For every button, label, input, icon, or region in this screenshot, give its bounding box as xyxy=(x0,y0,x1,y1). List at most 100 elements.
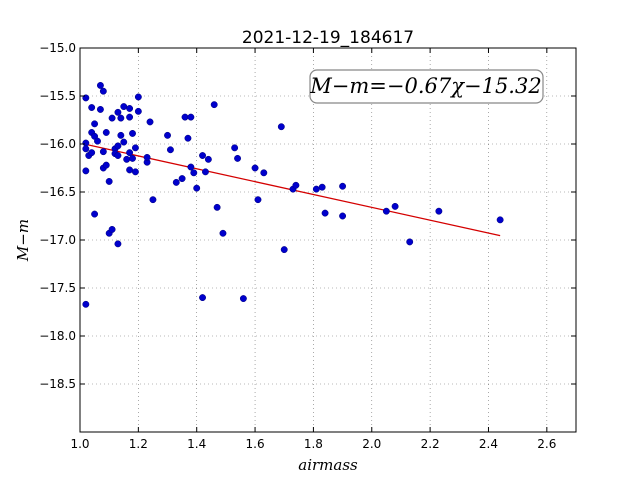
x-tick-label: 1.8 xyxy=(304,437,323,451)
annotation-box xyxy=(309,69,544,104)
data-point xyxy=(172,178,180,186)
data-point xyxy=(219,229,227,237)
x-tick-label: 2.4 xyxy=(479,437,498,451)
annotation-text: M−m=−0.67χ−15.32 xyxy=(309,74,541,98)
data-point xyxy=(187,163,195,171)
data-point xyxy=(120,103,128,111)
data-point xyxy=(126,105,134,112)
data-point xyxy=(99,148,107,156)
data-point xyxy=(114,152,122,159)
data-point xyxy=(234,154,242,162)
data-point xyxy=(88,104,96,111)
data-point xyxy=(496,216,504,224)
data-point xyxy=(126,166,134,174)
data-point xyxy=(96,105,104,113)
data-point xyxy=(339,212,347,220)
data-point xyxy=(199,152,206,159)
y-tick-label: −18.0 xyxy=(39,329,76,343)
data-point xyxy=(178,175,186,183)
x-tick-label: 2.6 xyxy=(537,437,556,451)
y-tick-label: −18.5 xyxy=(39,377,76,391)
data-point xyxy=(254,196,262,204)
x-tick-label: 2.2 xyxy=(421,437,440,451)
data-point xyxy=(149,196,157,204)
data-point xyxy=(114,142,122,150)
data-point xyxy=(339,182,347,190)
y-tick-label: −15.0 xyxy=(39,41,76,55)
data-point xyxy=(102,161,110,169)
data-point xyxy=(94,137,101,145)
data-point xyxy=(321,209,329,217)
data-point xyxy=(129,154,136,162)
data-point xyxy=(131,168,139,176)
x-axis-label: airmass xyxy=(298,456,358,474)
data-point xyxy=(82,145,90,153)
data-point xyxy=(213,203,221,211)
x-tick-label: 1.4 xyxy=(187,437,206,451)
data-point xyxy=(202,168,209,176)
data-point xyxy=(96,81,104,89)
y-tick-label: −16.0 xyxy=(39,137,76,151)
data-point xyxy=(181,113,189,121)
data-point xyxy=(114,108,122,116)
data-point xyxy=(88,149,96,157)
data-point xyxy=(435,207,443,215)
x-tick-label: 1.2 xyxy=(129,437,148,451)
data-point xyxy=(190,169,198,177)
y-tick-label: −15.5 xyxy=(39,89,76,103)
data-point xyxy=(143,153,151,161)
data-point xyxy=(82,167,90,175)
data-point xyxy=(193,184,201,192)
data-point xyxy=(391,202,399,210)
data-point xyxy=(146,118,154,126)
data-point xyxy=(199,294,206,302)
data-point xyxy=(231,144,239,152)
x-tick-label: 1.0 xyxy=(70,437,89,451)
data-point xyxy=(117,131,125,139)
data-point xyxy=(108,114,116,122)
data-point xyxy=(292,181,300,189)
data-point xyxy=(134,107,142,115)
data-point xyxy=(108,225,116,233)
data-point xyxy=(126,149,134,157)
data-point xyxy=(117,114,125,122)
data-point xyxy=(114,240,122,248)
data-point xyxy=(129,129,136,137)
y-tick-label: −17.0 xyxy=(39,233,76,247)
y-axis-label: M−m xyxy=(14,219,32,262)
data-points xyxy=(82,81,504,308)
data-point xyxy=(126,113,134,121)
data-point xyxy=(91,120,99,128)
data-point xyxy=(280,246,288,254)
data-point xyxy=(406,238,414,246)
y-tick-label: −17.5 xyxy=(39,281,76,295)
data-point xyxy=(239,295,247,303)
x-tick-label: 2.0 xyxy=(362,437,381,451)
data-point xyxy=(260,169,268,177)
data-point xyxy=(134,93,142,101)
data-point xyxy=(131,144,139,152)
data-point xyxy=(318,183,326,191)
data-point xyxy=(210,101,218,109)
x-tick-label: 1.6 xyxy=(246,437,265,451)
data-point xyxy=(164,131,171,139)
data-point xyxy=(166,146,174,154)
data-point xyxy=(120,138,128,146)
data-point xyxy=(251,164,259,172)
axis-ticks: 1.0 1.2 1.4 1.6 1.8 2.0 2.2 2.4 2.6 −15.0 −15.5 −16… xyxy=(39,41,576,451)
data-point xyxy=(187,113,195,121)
data-point xyxy=(277,123,285,131)
data-point xyxy=(204,155,212,163)
data-point xyxy=(82,300,90,308)
data-point xyxy=(312,185,320,193)
data-point xyxy=(184,134,192,142)
data-point xyxy=(82,139,90,147)
data-point xyxy=(105,177,113,185)
equation-annotation: M−m=−0.67χ−15.32 xyxy=(309,69,544,104)
data-point xyxy=(382,207,390,215)
data-point xyxy=(99,87,107,95)
chart-title: 2021-12-19_184617 xyxy=(242,28,414,48)
y-tick-label: −16.5 xyxy=(39,185,76,199)
data-point xyxy=(102,129,110,136)
